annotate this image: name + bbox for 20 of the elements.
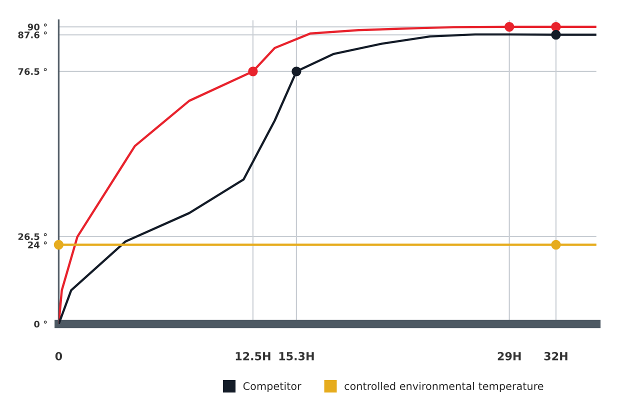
x-tick-label: 15.3H: [279, 352, 314, 360]
legend-label: controlled environmental temperature: [344, 382, 544, 392]
y-tick-label: 90 °: [28, 24, 47, 30]
x-tick-label: 0: [55, 352, 62, 360]
x-tick-label: 32H: [544, 352, 568, 360]
y-tick-label: 87.6 °: [18, 31, 47, 38]
y-tick-label: 24 °: [28, 241, 47, 248]
y-tick-label: 76.5 °: [18, 68, 47, 75]
point: [504, 22, 514, 32]
point: [551, 30, 561, 40]
point: [551, 240, 561, 250]
x-tick-label: 29H: [498, 352, 521, 360]
y-tick-label: 0 °: [34, 320, 47, 328]
point: [292, 66, 302, 76]
y-tick-label: 26.5 °: [18, 233, 47, 240]
point: [551, 22, 561, 32]
legend-label: Competitor: [243, 382, 302, 392]
point: [54, 240, 64, 250]
x-tick-label: 12.5H: [236, 352, 270, 360]
point: [248, 66, 258, 76]
